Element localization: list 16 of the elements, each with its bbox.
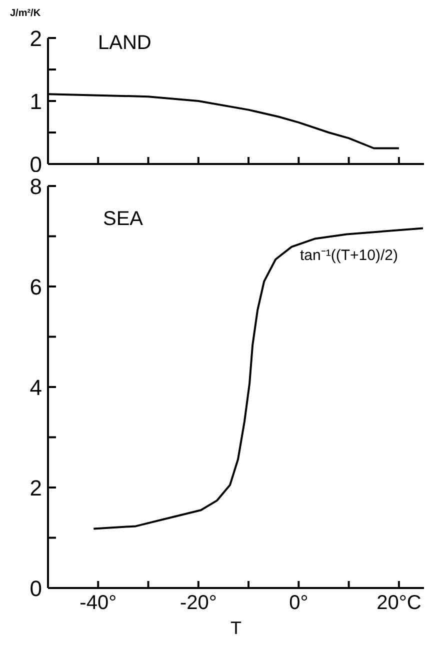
y-tick-label: 4 bbox=[30, 374, 42, 400]
x-tick-label: -40° bbox=[80, 592, 117, 614]
x-tick-label: -20° bbox=[180, 592, 217, 614]
y-tick-label: 6 bbox=[30, 274, 42, 300]
annotation: SEA bbox=[103, 208, 144, 231]
annotation: tan⁻¹((T+10)/2) bbox=[300, 246, 398, 264]
y-tick-label: 0 bbox=[30, 576, 42, 601]
y-tick-label: 2 bbox=[30, 26, 42, 51]
x-axis-title: T bbox=[230, 618, 242, 638]
x-tick-label: 0° bbox=[289, 592, 308, 614]
line-series bbox=[92, 227, 424, 530]
y-tick-label: 1 bbox=[30, 88, 42, 114]
y-tick-label: 2 bbox=[30, 475, 42, 500]
annotation: LAND bbox=[98, 32, 152, 55]
y-axis-title: J/m²/K bbox=[9, 8, 42, 21]
x-tick-label: 20°C bbox=[376, 592, 422, 614]
